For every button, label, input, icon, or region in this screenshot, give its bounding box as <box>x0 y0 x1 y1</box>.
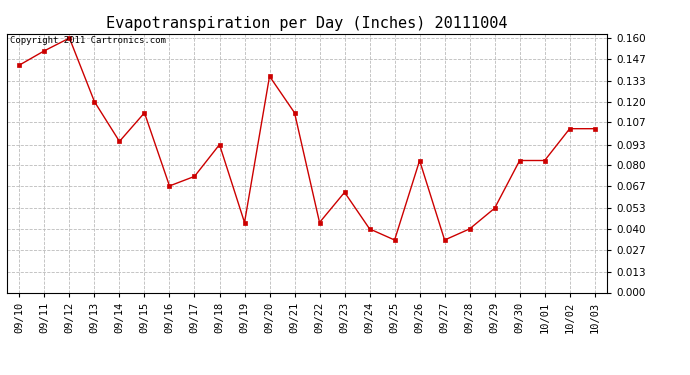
Text: Copyright 2011 Cartronics.com: Copyright 2011 Cartronics.com <box>10 36 166 45</box>
Title: Evapotranspiration per Day (Inches) 20111004: Evapotranspiration per Day (Inches) 2011… <box>106 16 508 31</box>
